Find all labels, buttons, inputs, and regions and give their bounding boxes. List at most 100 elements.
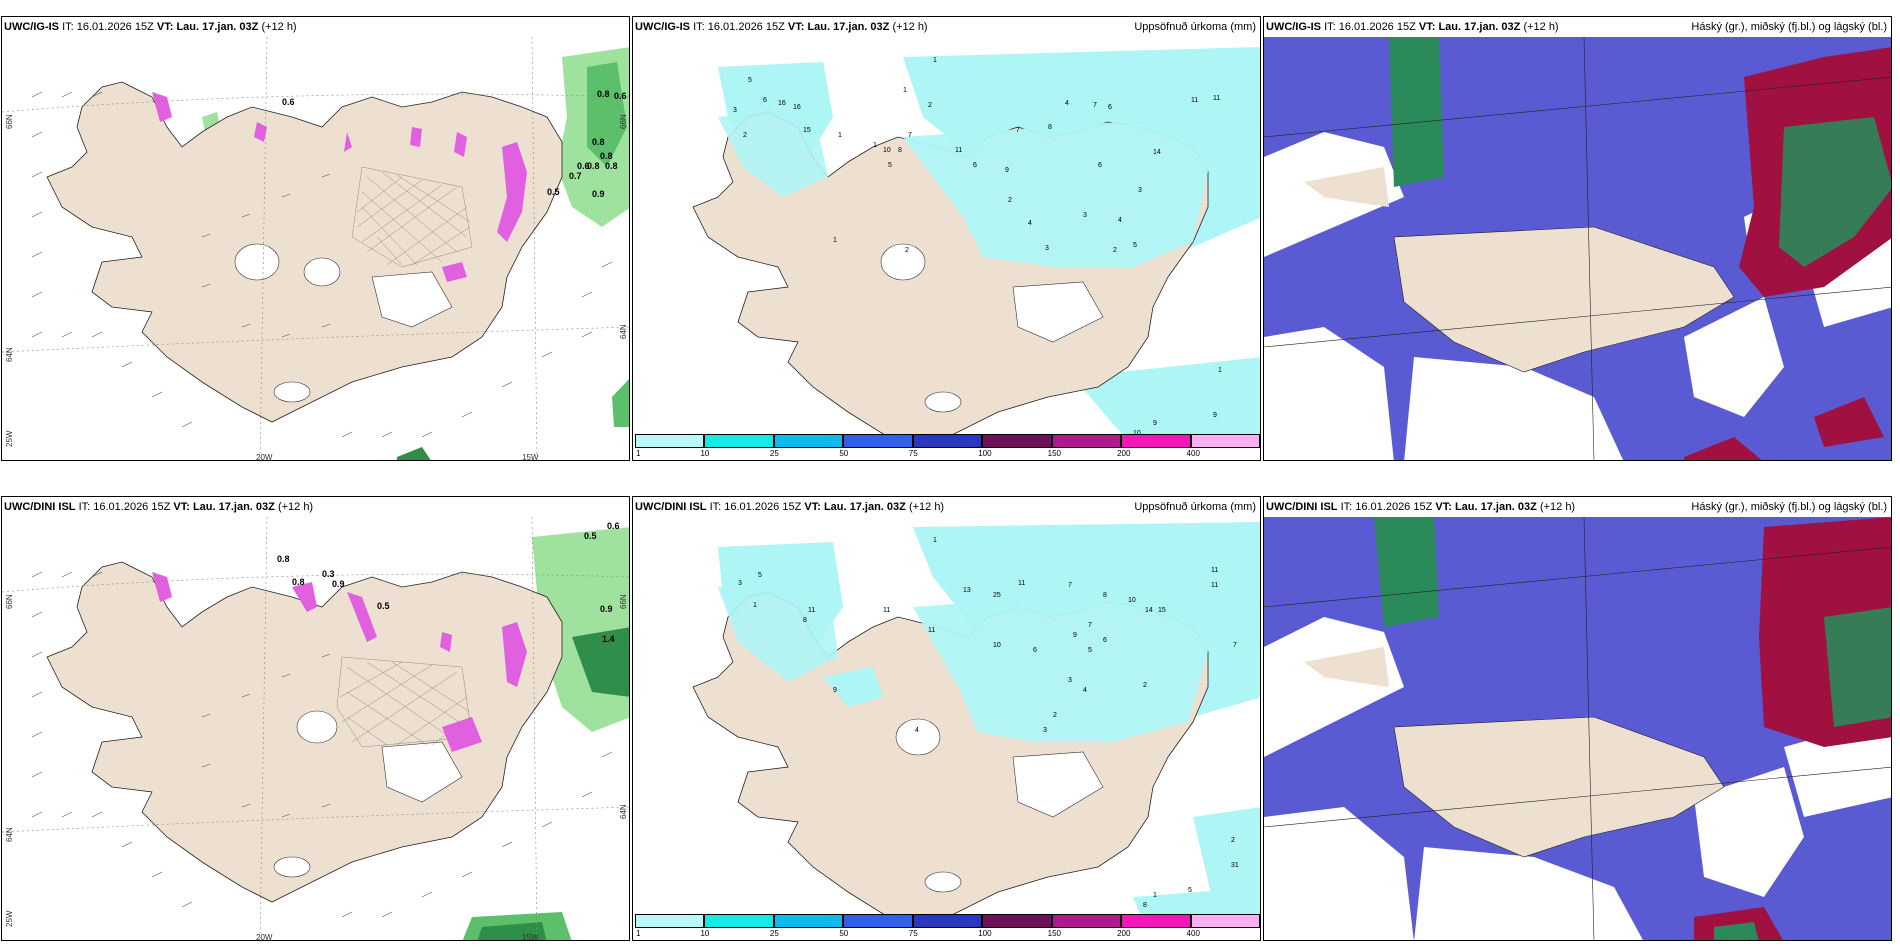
value-label: 0.5: [547, 187, 560, 197]
value-label: 10: [1128, 597, 1136, 604]
value-label: 2: [1113, 247, 1117, 254]
colorbar-swatch: [1051, 434, 1122, 448]
colorbar-swatch: [982, 914, 1052, 928]
colorbar-swatch: [635, 434, 705, 448]
colorbar-label: 50: [839, 929, 849, 938]
vt-label: VT:: [156, 21, 174, 33]
lon-label: 15W: [522, 453, 539, 461]
value-label: 6: [1108, 104, 1112, 111]
iceland-land: [46, 81, 563, 423]
value-label: 7: [1233, 642, 1237, 649]
wind-snow-map: 0.6 0.5 0.8 0.9 0.5 0.8 0.3 0.9 1.4: [2, 517, 629, 940]
lat-label-right: 64N: [619, 324, 628, 339]
colorbar-swatch: [912, 914, 983, 928]
panel-title: Háský (gr.), miðský (fj.bl.) og lágský (…: [1691, 501, 1887, 513]
precip-map: 1 1 3 5 11 8 11 25 13 11 7 10 11 8 9 6 7…: [633, 517, 1260, 940]
value-label: 11: [955, 147, 962, 154]
vt-label: VT:: [173, 501, 190, 513]
value-label: 2: [1053, 712, 1057, 719]
panel-values: 0.6 0.5 0.8 0.9 0.5 0.8 0.3 0.9 1.4: [277, 521, 620, 644]
value-label: 1: [903, 87, 907, 94]
lat-label: 66N: [5, 114, 14, 129]
value-label: 8: [898, 147, 902, 154]
value-label: 1: [873, 142, 877, 149]
lead-time: (+12 h): [277, 501, 314, 513]
value-label: 7: [1088, 622, 1092, 629]
colorbar-swatch: [1190, 914, 1260, 928]
colorbar-swatch: [1121, 434, 1191, 448]
it-label: IT:: [78, 501, 91, 513]
model-name: UWC/IG-IS: [1266, 21, 1321, 33]
vt-label: VT:: [1435, 501, 1452, 513]
colorbar-label: 75: [908, 449, 918, 458]
panel-bottom-middle: UWC/DINI ISL IT: 16.01.2026 15Z VT: Lau.…: [632, 496, 1261, 941]
value-label: 11: [928, 627, 935, 634]
vt-label: VT:: [804, 501, 821, 513]
lead-time: (+12 h): [908, 501, 945, 513]
panel-top-right: UWC/IG-IS IT: 16.01.2026 15Z VT: Lau. 17…: [1263, 16, 1892, 461]
lat-label: 64N: [5, 347, 14, 362]
value-label: 3: [1043, 727, 1047, 734]
colorbar-label: 1: [636, 929, 641, 938]
lead-time: (+12 h): [1539, 501, 1576, 513]
value-label: 3: [738, 580, 742, 587]
value-label: 0.8: [605, 161, 618, 171]
value-label: 0.9: [600, 604, 613, 614]
value-label: 14: [1153, 149, 1161, 156]
colorbar-label: 150: [1047, 449, 1062, 458]
value-label: 7: [1068, 582, 1072, 589]
value-label: 9: [1073, 632, 1077, 639]
colorbar-label: 400: [1186, 449, 1200, 458]
lon-label: 20W: [256, 453, 273, 461]
value-label: 6: [1103, 637, 1107, 644]
panel-header: UWC/DINI ISL IT: 16.01.2026 15Z VT: Lau.…: [635, 501, 944, 513]
lon-label-left: 25W: [5, 910, 14, 927]
it-label: IT:: [1324, 21, 1336, 33]
value-label: 1: [1218, 367, 1222, 374]
value-label: 11: [1211, 582, 1218, 589]
colorbar-swatch: [982, 434, 1052, 448]
colorbar-swatch: [635, 914, 705, 928]
value-label: 0.5: [377, 601, 390, 611]
value-label: 4: [1083, 687, 1087, 694]
value-label: 15: [803, 127, 811, 134]
model-name: UWC/DINI ISL: [4, 501, 76, 513]
value-label: 10: [993, 642, 1001, 649]
value-label: 0.8: [597, 89, 610, 99]
value-label: 5: [1088, 647, 1092, 654]
vt-time: Lau. 17.jan. 03Z: [807, 21, 890, 33]
value-label: 1: [1153, 892, 1157, 899]
value-label: 4: [1028, 220, 1032, 227]
it-time: 16.01.2026 15Z: [1355, 501, 1433, 513]
panel-top-middle: UWC/IG-IS IT: 16.01.2026 15Z VT: Lau. 17…: [632, 16, 1261, 461]
colorbar-swatch: [1051, 914, 1122, 928]
value-label: 9: [1005, 167, 1009, 174]
panel-header: UWC/DINI ISL IT: 16.01.2026 15Z VT: Lau.…: [4, 501, 313, 513]
panel-header: UWC/DINI ISL IT: 16.01.2026 15Z VT: Lau.…: [1266, 501, 1575, 513]
vt-time: Lau. 17.jan. 03Z: [1438, 21, 1521, 33]
colorbar-swatch: [912, 434, 983, 448]
panel-values: 0.6 0.8 0.6 0.8 0.8 0.6 0.8 0.8 0.9 0.7 …: [282, 89, 627, 199]
colorbar-label: 200: [1117, 449, 1131, 458]
colorbar-swatch: [773, 434, 844, 448]
value-label: 11: [808, 607, 815, 614]
colorbar-label: 10: [700, 929, 710, 938]
panel-header: UWC/IG-IS IT: 16.01.2026 15Z VT: Lau. 17…: [635, 21, 928, 33]
panel-top-left: UWC/IG-IS IT: 16.01.2026 15Z VT: Lau. 17…: [1, 16, 630, 461]
colorbar-swatch: [843, 914, 913, 928]
value-label: 13: [963, 587, 971, 594]
lead-time: (+12 h): [892, 21, 928, 33]
value-label: 11: [1213, 95, 1220, 102]
lon-label-left: 25W: [5, 430, 14, 447]
value-label: 10: [883, 147, 891, 154]
value-label: 0.8: [600, 151, 613, 161]
precip-colorbar: 1 10 25 50 75 100 150 200 400: [635, 914, 1260, 938]
it-label: IT:: [709, 501, 722, 513]
model-name: UWC/DINI ISL: [635, 501, 707, 513]
lead-time: (+12 h): [1523, 21, 1559, 33]
colorbar-label: 1: [636, 449, 641, 458]
value-label: 3: [733, 107, 737, 114]
cloud-map: [1264, 517, 1891, 940]
colorbar-label: 200: [1117, 929, 1131, 938]
colorbar-label: 10: [700, 449, 710, 458]
